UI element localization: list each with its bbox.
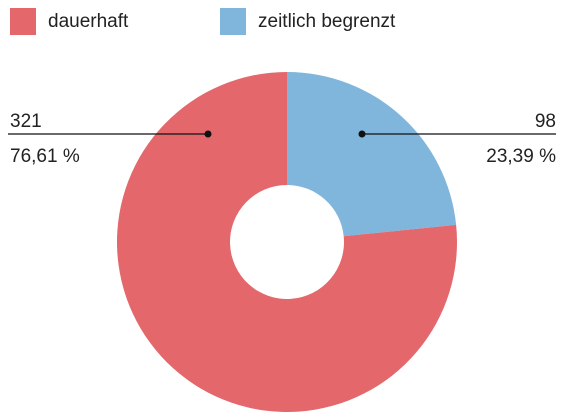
leader-dot <box>358 130 366 138</box>
legend-swatch <box>10 8 36 35</box>
value-label: 98 <box>535 111 556 132</box>
value-label: 321 <box>10 111 42 132</box>
percentage-label: 23,39 % <box>486 146 556 167</box>
legend-swatch <box>220 8 246 35</box>
percentage-label: 76,61 % <box>10 146 80 167</box>
legend-label: dauerhaft <box>48 11 129 32</box>
legend-label: zeitlich begrenzt <box>258 11 396 32</box>
donut-slice <box>117 72 457 412</box>
leader-dot <box>204 130 212 138</box>
donut-slice <box>287 72 457 237</box>
